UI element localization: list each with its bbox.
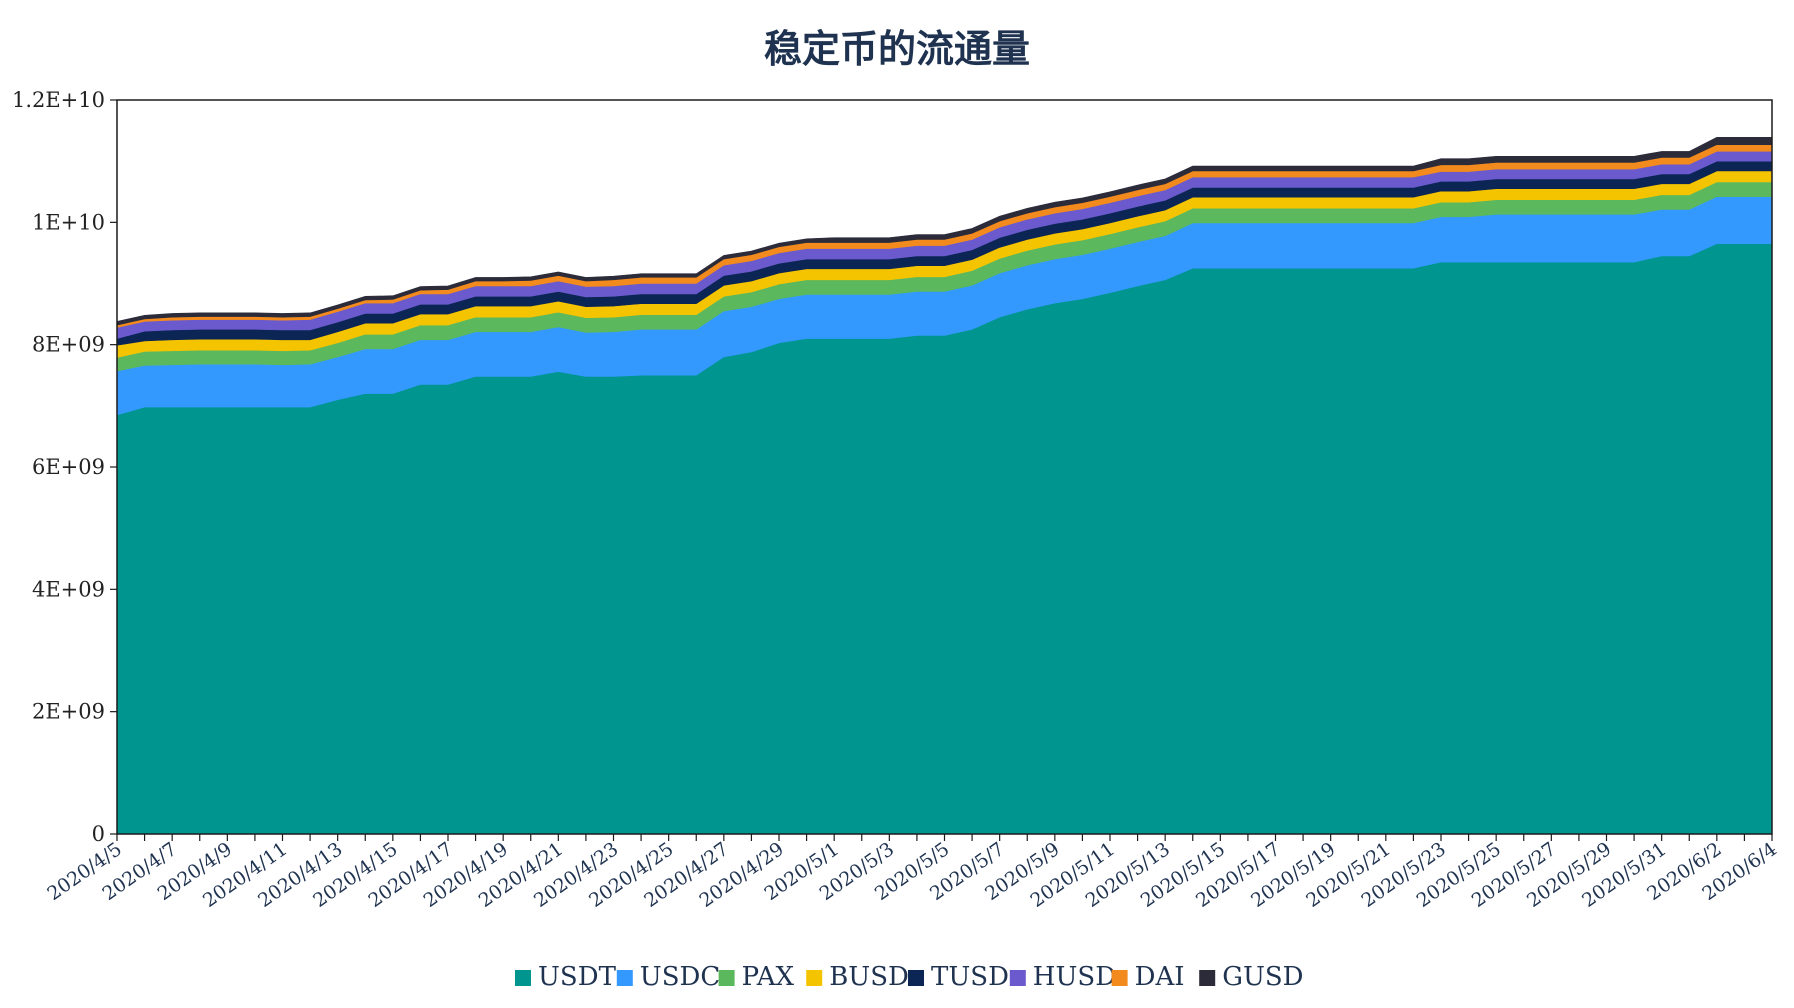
legend-label: HUSD xyxy=(1033,962,1116,992)
y-tick-label: 2E+09 xyxy=(32,700,105,724)
legend-label: USDT xyxy=(538,962,617,992)
legend: USDT USDC PAX BUSD TUSD HUSD DAI GUSD xyxy=(515,962,1304,992)
legend-swatch xyxy=(806,970,823,986)
y-tick-label: 4E+09 xyxy=(32,577,105,601)
x-axis: 2020/4/52020/4/72020/4/92020/4/112020/4/… xyxy=(43,834,1781,912)
legend-item-tusd: TUSD xyxy=(908,962,1009,992)
y-tick-label: 0 xyxy=(92,822,105,846)
legend-swatch xyxy=(1199,970,1216,986)
legend-label: DAI xyxy=(1135,962,1185,992)
legend-label: BUSD xyxy=(829,962,909,992)
legend-item-usdc: USDC xyxy=(616,962,720,992)
legend-swatch xyxy=(515,970,531,986)
legend-item-usdt: USDT xyxy=(515,962,617,992)
y-axis: 0 2E+09 4E+09 6E+09 8E+09 1E+10 1.2E+10 xyxy=(12,88,117,846)
legend-item-gusd: GUSD xyxy=(1199,962,1304,992)
legend-item-husd: HUSD xyxy=(1009,962,1116,992)
chart-title: 稳定币的流通量 xyxy=(764,27,1030,71)
y-tick-label: 8E+09 xyxy=(32,333,105,357)
y-tick-label: 6E+09 xyxy=(32,455,105,479)
legend-label: PAX xyxy=(742,962,795,992)
legend-swatch xyxy=(718,970,735,986)
legend-item-dai: DAI xyxy=(1111,962,1185,992)
legend-swatch xyxy=(616,970,633,986)
legend-item-pax: PAX xyxy=(718,962,795,992)
legend-label: GUSD xyxy=(1222,962,1303,992)
y-tick-label: 1E+10 xyxy=(32,210,105,234)
series-areas xyxy=(116,137,1773,835)
y-tick-label: 1.2E+10 xyxy=(12,88,105,112)
legend-item-busd: BUSD xyxy=(806,962,909,992)
legend-label: USDC xyxy=(640,962,720,992)
legend-label: TUSD xyxy=(931,962,1009,992)
legend-swatch xyxy=(908,970,924,986)
legend-swatch xyxy=(1009,970,1026,986)
legend-swatch xyxy=(1111,970,1128,986)
